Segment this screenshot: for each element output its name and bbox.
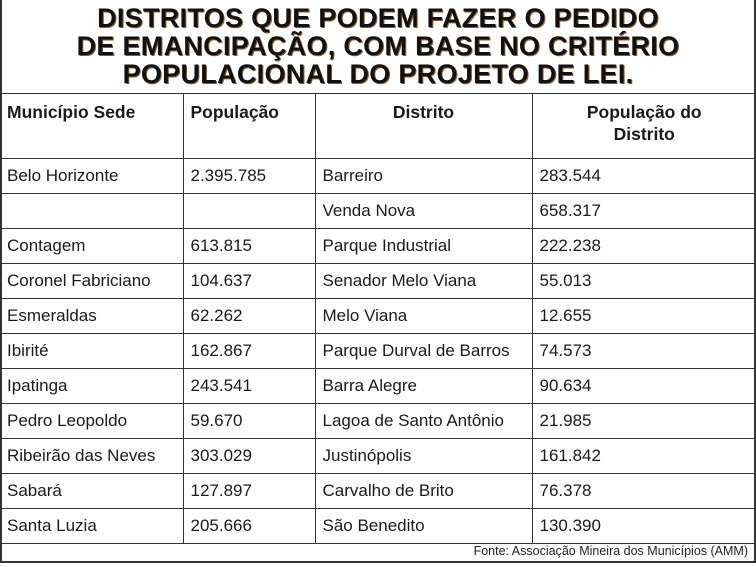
cell-populacao-distrito: 74.573 — [531, 333, 756, 369]
cell-municipio: Santa Luzia — [0, 508, 184, 544]
cell-populacao-distrito: 55.013 — [531, 263, 756, 299]
cell-populacao-distrito: 283.544 — [531, 158, 756, 194]
cell-municipio: Sabará — [0, 473, 184, 509]
cell-populacao-distrito: 658.317 — [531, 193, 756, 229]
cell-populacao — [182, 193, 316, 229]
cell-populacao-distrito: 161.842 — [531, 438, 756, 474]
cell-distrito: Melo Viana — [314, 298, 533, 334]
cell-populacao: 62.262 — [182, 298, 316, 334]
cell-municipio: Pedro Leopoldo — [0, 403, 184, 439]
cell-municipio: Ibirité — [0, 333, 184, 369]
title-line: DE EMANCIPAÇÃO, COM BASE NO CRITÉRIO — [76, 31, 680, 61]
cell-distrito: Lagoa de Santo Antônio — [314, 403, 533, 439]
table-row: Coronel Fabriciano 104.637 Senador Melo Vi… — [0, 263, 756, 299]
cell-populacao-distrito: 12.655 — [531, 298, 756, 334]
header-populacao: População — [182, 93, 316, 159]
cell-distrito: Barreiro — [314, 158, 533, 194]
cell-municipio: Belo Horizonte — [0, 158, 184, 194]
table-row: Santa Luzia 205.666 São Benedito 130.390 — [0, 508, 756, 544]
cell-populacao: 59.670 — [182, 403, 316, 439]
cell-distrito: Justinópolis — [314, 438, 533, 474]
cell-populacao: 613.815 — [182, 228, 316, 264]
table-row: Belo Horizonte 2.395.785 Barreiro 283.544 — [0, 158, 756, 194]
cell-populacao: 243.541 — [182, 368, 316, 404]
table-row: Venda Nova 658.317 — [0, 193, 756, 229]
cell-populacao: 2.395.785 — [182, 158, 316, 194]
cell-distrito: Parque Durval de Barros — [314, 333, 533, 369]
cell-populacao: 127.897 — [182, 473, 316, 509]
cell-municipio: Esmeraldas — [0, 298, 184, 334]
cell-populacao-distrito: 76.378 — [531, 473, 756, 509]
cell-municipio — [0, 193, 184, 229]
cell-distrito: Parque Industrial — [314, 228, 533, 264]
table-row: Ibirité 162.867 Parque Durval de Barros 74.… — [0, 333, 756, 369]
table-row: Esmeraldas 62.262 Melo Viana 12.655 — [0, 298, 756, 334]
cell-distrito: São Benedito — [314, 508, 533, 544]
table-row: Ipatinga 243.541 Barra Alegre 90.634 — [0, 368, 756, 404]
cell-distrito: Senador Melo Viana — [314, 263, 533, 299]
cell-distrito: Barra Alegre — [314, 368, 533, 404]
header-populacao-distrito: População do Distrito — [531, 93, 756, 159]
cell-populacao-distrito: 222.238 — [531, 228, 756, 264]
header-municipio: Município Sede — [0, 93, 184, 159]
table-row: Ribeirão das Neves 303.029 Justinópolis 161… — [0, 438, 756, 474]
cell-populacao-distrito: 21.985 — [531, 403, 756, 439]
cell-populacao: 162.867 — [182, 333, 316, 369]
cell-distrito: Carvalho de Brito — [314, 473, 533, 509]
cell-populacao: 303.029 — [182, 438, 316, 474]
source-note: Fonte: Associação Mineira dos Municípios… — [473, 544, 748, 558]
table-row: Sabará 127.897 Carvalho de Brito 76.378 — [0, 473, 756, 509]
cell-municipio: Ribeirão das Neves — [0, 438, 184, 474]
table-row: Pedro Leopoldo 59.670 Lagoa de Santo Antôn… — [0, 403, 756, 439]
table-row: Contagem 613.815 Parque Industrial 222.238 — [0, 228, 756, 264]
page-title: DISTRITOS QUE PODEM FAZER O PEDIDO DE EM… — [0, 4, 756, 88]
cell-municipio: Contagem — [0, 228, 184, 264]
header-distrito: Distrito — [314, 93, 533, 159]
title-line: DISTRITOS QUE PODEM FAZER O PEDIDO — [97, 3, 659, 33]
cell-distrito: Venda Nova — [314, 193, 533, 229]
cell-populacao: 104.637 — [182, 263, 316, 299]
cell-municipio: Ipatinga — [0, 368, 184, 404]
districts-table: Município Sede População Distrito Popula… — [0, 93, 756, 544]
table-header-row: Município Sede População Distrito Popula… — [0, 93, 756, 159]
title-line: POPULACIONAL DO PROJETO DE LEI. — [122, 59, 634, 89]
cell-municipio: Coronel Fabriciano — [0, 263, 184, 299]
cell-populacao-distrito: 90.634 — [531, 368, 756, 404]
cell-populacao: 205.666 — [182, 508, 316, 544]
cell-populacao-distrito: 130.390 — [531, 508, 756, 544]
